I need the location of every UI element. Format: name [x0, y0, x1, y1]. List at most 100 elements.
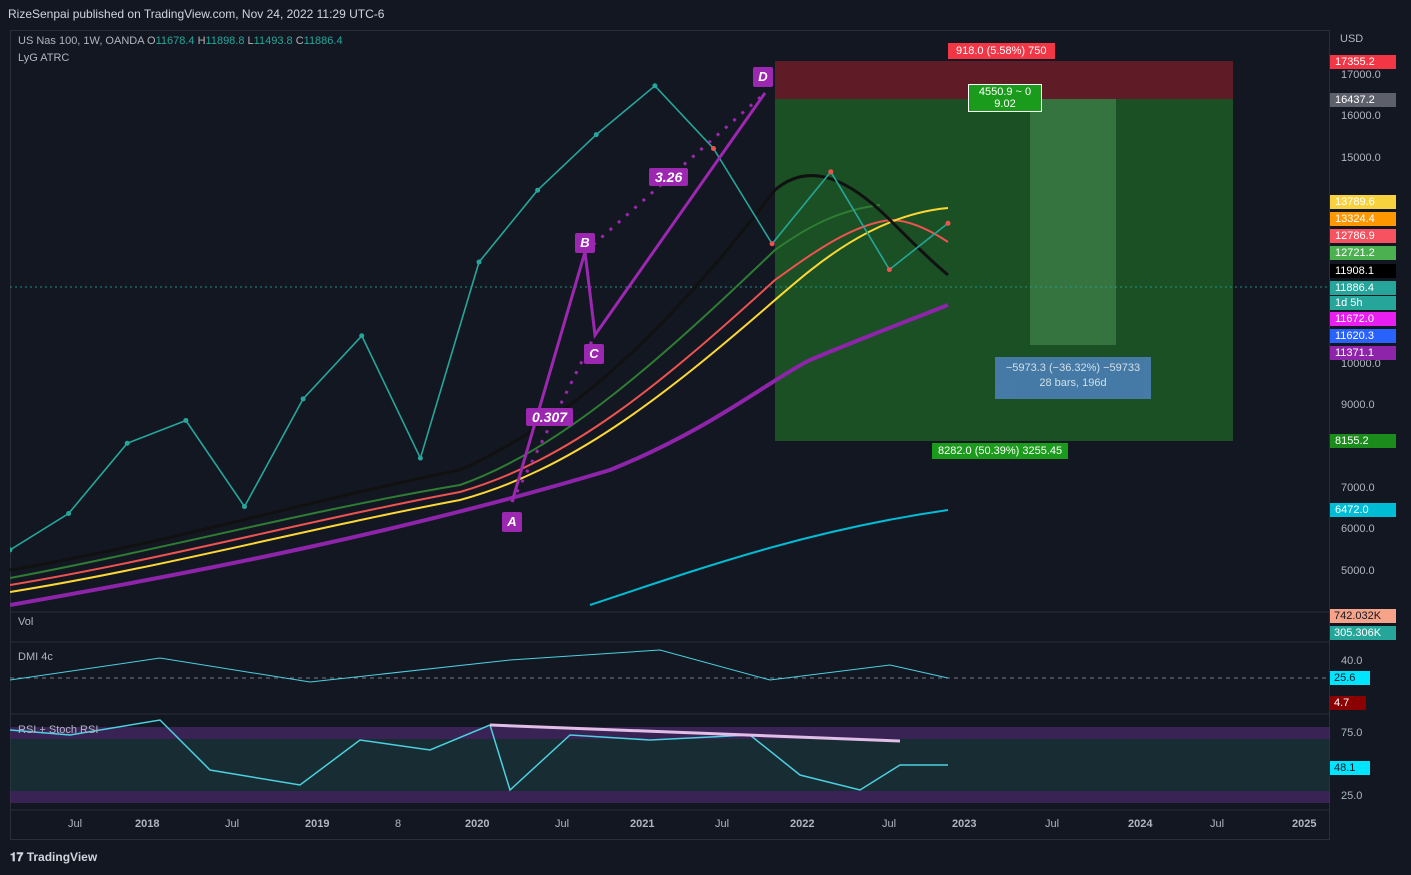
- dmi-adx-label: 4.7: [1330, 696, 1366, 710]
- time-tick: Jul: [882, 818, 897, 830]
- open-label: O: [147, 35, 156, 47]
- time-tick: 2019: [305, 818, 330, 830]
- harmonic-pattern-lines: [510, 92, 767, 503]
- low-label: L: [247, 35, 254, 47]
- price-label: 16437.2: [1330, 93, 1396, 107]
- tradingview-logo[interactable]: 𝟏𝟕 TradingView: [10, 850, 97, 865]
- price-point: [945, 220, 951, 226]
- time-tick: 8: [395, 818, 402, 830]
- harmonic-point-b: B: [575, 233, 595, 253]
- ratio-label: 4550.9 ~ 0 9.02: [968, 84, 1042, 112]
- measure-label: −5973.3 (−36.32%) −59733 28 bars, 196d: [995, 357, 1151, 399]
- high-value: 11898.8: [205, 35, 245, 47]
- time-tick: Jul: [555, 818, 570, 830]
- time-axis[interactable]: Jul 2018 Jul 2019 8 2020 Jul 2021 Jul 2022 Jul 2023…: [10, 818, 1330, 834]
- price-tick: 5000.0: [1341, 565, 1375, 577]
- measure-zone: [1030, 99, 1116, 345]
- close-value: 11886.4: [303, 35, 343, 47]
- price-label-column: 17355.2 16437.2 13789.6 13324.4 12786.9 12721…: [1330, 0, 1396, 875]
- harmonic-point-d: D: [753, 67, 773, 87]
- harmonic-ratio-ab: 0.307: [526, 408, 574, 426]
- footer-brand: TradingView: [26, 850, 98, 864]
- rsi-pane-label: RSI + Stoch RSI: [18, 724, 99, 736]
- price-point: [476, 259, 482, 265]
- price-point: [593, 132, 599, 138]
- time-tick: Jul: [225, 818, 240, 830]
- dmi-line: [10, 649, 949, 683]
- price-tick: 17000.0: [1341, 69, 1381, 81]
- price-label: 1d 5h: [1330, 296, 1396, 310]
- vol-pane-label: Vol: [18, 616, 34, 628]
- price-label: 13324.4: [1330, 212, 1396, 226]
- price-label: 11908.1: [1330, 264, 1396, 278]
- harmonic-point-a: A: [502, 512, 522, 532]
- time-tick: 2018: [135, 818, 160, 830]
- dmi-tick: 40.0: [1341, 655, 1363, 667]
- price-point: [769, 241, 775, 247]
- price-tick: 7000.0: [1341, 482, 1375, 494]
- time-tick: 2023: [952, 818, 977, 830]
- time-tick: Jul: [1210, 818, 1225, 830]
- price-point: [359, 333, 365, 339]
- price-label: 11886.4: [1330, 281, 1396, 295]
- price-point: [711, 146, 716, 152]
- price-label: 12786.9: [1330, 229, 1396, 243]
- price-point: [828, 169, 834, 175]
- ratio-label-line1: 4550.9 ~ 0: [978, 86, 1032, 98]
- harmonic-ratio-cd: 3.26: [649, 168, 689, 186]
- chart-legend: US Nas 100, 1W, OANDA O11678.4 H11898.8 …: [18, 35, 343, 47]
- price-point: [242, 504, 247, 510]
- time-tick: 2020: [465, 818, 490, 830]
- open-value: 11678.4: [155, 35, 195, 47]
- tradingview-logo-icon: 𝟏𝟕: [10, 850, 24, 864]
- price-point: [10, 547, 13, 553]
- ma-yellow: [10, 207, 949, 593]
- ma-red: [10, 218, 949, 586]
- harmonic-bd-dotted: [584, 91, 766, 254]
- price-tick: 16000.0: [1341, 110, 1381, 122]
- rsi-tick: 25.0: [1341, 790, 1363, 802]
- price-label: 6472.0: [1330, 503, 1396, 517]
- price-point: [183, 417, 189, 423]
- vol-value-label: 742.032K: [1330, 609, 1396, 623]
- ma-green: [10, 204, 881, 579]
- price-series-points: [10, 83, 951, 553]
- dmi-value-label: 25.6: [1330, 671, 1370, 685]
- rsi-value-label: 48.1: [1330, 761, 1370, 775]
- chart-canvas[interactable]: [10, 30, 1330, 840]
- price-tick: 6000.0: [1341, 523, 1375, 535]
- price-label: 11620.3: [1330, 329, 1396, 343]
- price-label: 13789.6: [1330, 195, 1396, 209]
- time-tick: 2022: [790, 818, 815, 830]
- vol-ma-label: 305.306K: [1330, 626, 1396, 640]
- ma-purple: [10, 303, 949, 607]
- price-point: [124, 440, 130, 446]
- price-label: 11672.0: [1330, 312, 1396, 326]
- price-point: [886, 267, 892, 273]
- price-label: 8155.2: [1330, 434, 1396, 448]
- price-tick: 9000.0: [1341, 399, 1375, 411]
- harmonic-ac-dotted: [510, 334, 597, 503]
- measure-line2: 28 bars, 196d: [1039, 377, 1107, 389]
- rsi-lower-band: [10, 791, 1330, 803]
- price-label: 12721.2: [1330, 246, 1396, 260]
- high-label: H: [197, 35, 206, 47]
- publish-header: RizeSenpai published on TradingView.com,…: [8, 7, 385, 21]
- chart-frame[interactable]: [10, 30, 1330, 840]
- low-value: 11493.8: [253, 35, 293, 47]
- time-tick: 2024: [1128, 818, 1153, 830]
- time-tick: Jul: [1045, 818, 1060, 830]
- price-point: [66, 510, 72, 516]
- currency-label: USD: [1340, 33, 1364, 45]
- symbol-name: US Nas 100, 1W, OANDA: [18, 35, 144, 47]
- ma-cyan: [589, 509, 949, 606]
- dmi-pane-label: DMI 4c: [18, 651, 53, 663]
- price-tick: 15000.0: [1341, 152, 1381, 164]
- ratio-label-line2: 9.02: [994, 98, 1016, 110]
- time-tick: Jul: [68, 818, 83, 830]
- rsi-mid-band: [10, 739, 1330, 791]
- price-point: [300, 396, 306, 402]
- price-point: [417, 455, 423, 461]
- time-tick: Jul: [715, 818, 730, 830]
- rsi-tick: 75.0: [1341, 727, 1363, 739]
